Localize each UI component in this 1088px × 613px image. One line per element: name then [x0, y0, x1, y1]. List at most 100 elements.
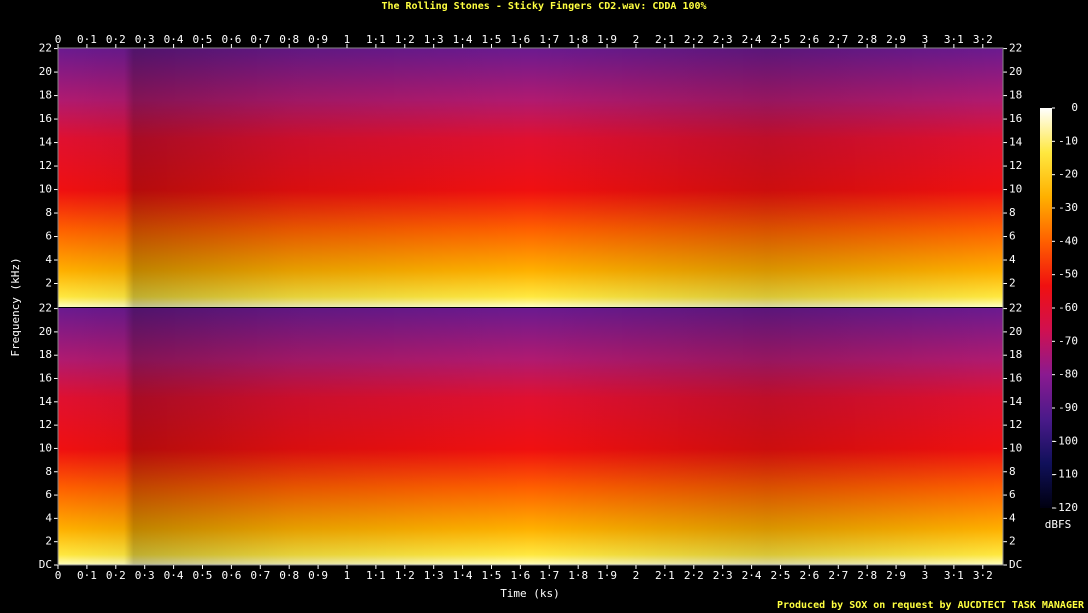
- spectrogram-shade: [58, 308, 1003, 565]
- y-tick-label: DC: [1009, 558, 1022, 571]
- y-tick-label: 22: [1009, 42, 1022, 55]
- x-tick-label: 0·9: [308, 33, 328, 46]
- y-tick-label: 2: [1009, 535, 1016, 548]
- y-tick-label: 16: [1009, 112, 1022, 125]
- colorbar-tick-label: 0: [1071, 101, 1078, 114]
- x-tick-label: 2·4: [742, 33, 762, 46]
- colorbar-tick-label: -50: [1058, 268, 1078, 281]
- y-tick-label: 18: [1009, 348, 1022, 361]
- y-tick-label: 6: [45, 488, 52, 501]
- x-tick-label: 1·1: [366, 569, 386, 582]
- plot-frame: [57, 47, 1004, 566]
- x-tick-label: 2·3: [713, 569, 733, 582]
- y-tick-label: 20: [39, 65, 52, 78]
- x-tick-label: 3: [922, 569, 929, 582]
- y-tick-label: 4: [1009, 253, 1016, 266]
- y-tick-label: 6: [1009, 230, 1016, 243]
- x-tick-label: 2·8: [857, 33, 877, 46]
- y-tick-label: 14: [1009, 395, 1023, 408]
- x-axis-label: Time (ks): [500, 587, 560, 600]
- x-tick-label: 2·5: [771, 569, 791, 582]
- y-tick-label: 14: [39, 395, 53, 408]
- x-tick-label: 1·6: [510, 569, 530, 582]
- colorbar-tick-label: -120: [1052, 501, 1079, 514]
- y-tick-label: 16: [39, 372, 52, 385]
- x-tick-label: 3: [922, 33, 929, 46]
- colorbar: [1040, 108, 1052, 508]
- x-tick-label: 2: [633, 569, 640, 582]
- y-tick-label: 8: [45, 206, 52, 219]
- x-tick-label: 2: [633, 33, 640, 46]
- y-tick-label: 14: [39, 136, 53, 149]
- y-axis-label: Frequency (kHz): [9, 257, 22, 356]
- colorbar-tick-label: -80: [1058, 368, 1078, 381]
- x-tick-label: 1·6: [510, 33, 530, 46]
- x-tick-label: 2·2: [684, 569, 704, 582]
- x-tick-label: 1·1: [366, 33, 386, 46]
- x-tick-label: 3·2: [973, 569, 993, 582]
- y-tick-label: 16: [39, 112, 52, 125]
- x-tick-label: 1·5: [482, 33, 502, 46]
- y-tick-label: 6: [45, 230, 52, 243]
- x-tick-label: 1·4: [453, 569, 473, 582]
- y-tick-label: 2: [45, 277, 52, 290]
- x-tick-label: 2·6: [799, 569, 819, 582]
- x-tick-label: 0·4: [164, 33, 184, 46]
- x-tick-label: 0·1: [77, 33, 97, 46]
- x-tick-label: 1·9: [597, 33, 617, 46]
- x-tick-label: 1·7: [539, 569, 559, 582]
- x-tick-label: 2·1: [655, 33, 675, 46]
- spectrogram-shade: [58, 48, 1003, 307]
- colorbar-tick-label: -110: [1052, 468, 1079, 481]
- x-tick-label: 0·6: [221, 569, 241, 582]
- x-tick-label: 0·6: [221, 33, 241, 46]
- y-tick-label: 16: [1009, 372, 1022, 385]
- x-tick-label: 2·1: [655, 569, 675, 582]
- x-tick-label: 1·2: [395, 33, 415, 46]
- x-tick-label: 1·2: [395, 569, 415, 582]
- x-tick-label: 3·1: [944, 569, 964, 582]
- y-tick-label: 10: [1009, 183, 1022, 196]
- y-tick-label: 22: [1009, 302, 1022, 315]
- x-tick-label: 2·7: [828, 33, 848, 46]
- x-tick-label: 3·1: [944, 33, 964, 46]
- x-tick-label: 0·5: [193, 569, 213, 582]
- x-tick-label: 0·1: [77, 569, 97, 582]
- colorbar-tick-label: -20: [1058, 168, 1078, 181]
- y-tick-label: 4: [1009, 511, 1016, 524]
- y-tick-label: 8: [1009, 206, 1016, 219]
- x-tick-label: 1·7: [539, 33, 559, 46]
- x-tick-label: 3·2: [973, 33, 993, 46]
- x-tick-label: 1·8: [568, 569, 588, 582]
- colorbar-tick-label: -90: [1058, 401, 1078, 414]
- x-tick-label: 2·9: [886, 569, 906, 582]
- y-tick-label: 12: [39, 159, 52, 172]
- y-tick-label: 8: [45, 465, 52, 478]
- y-tick-label: 10: [39, 183, 52, 196]
- x-tick-label: 2·3: [713, 33, 733, 46]
- x-tick-label: 0·7: [250, 33, 270, 46]
- x-tick-label: 1·3: [424, 33, 444, 46]
- x-tick-label: 0: [55, 569, 62, 582]
- x-tick-label: 2·6: [799, 33, 819, 46]
- colorbar-tick-label: -10: [1058, 134, 1078, 147]
- colorbar-tick-label: -30: [1058, 201, 1078, 214]
- x-tick-label: 0·9: [308, 569, 328, 582]
- x-tick-label: 1·4: [453, 33, 473, 46]
- x-tick-label: 1·8: [568, 33, 588, 46]
- y-tick-label: 10: [39, 441, 52, 454]
- y-tick-label: 12: [1009, 159, 1022, 172]
- y-tick-label: 18: [39, 348, 52, 361]
- y-tick-label: 12: [1009, 418, 1022, 431]
- y-tick-label: DC: [39, 558, 52, 571]
- x-tick-label: 2·8: [857, 569, 877, 582]
- x-tick-label: 2·5: [771, 33, 791, 46]
- x-tick-label: 0·2: [106, 569, 126, 582]
- x-tick-label: 1·5: [482, 569, 502, 582]
- x-tick-label: 0·8: [279, 569, 299, 582]
- y-tick-label: 6: [1009, 488, 1016, 501]
- x-tick-label: 2·2: [684, 33, 704, 46]
- x-tick-label: 1: [344, 569, 351, 582]
- y-tick-label: 8: [1009, 465, 1016, 478]
